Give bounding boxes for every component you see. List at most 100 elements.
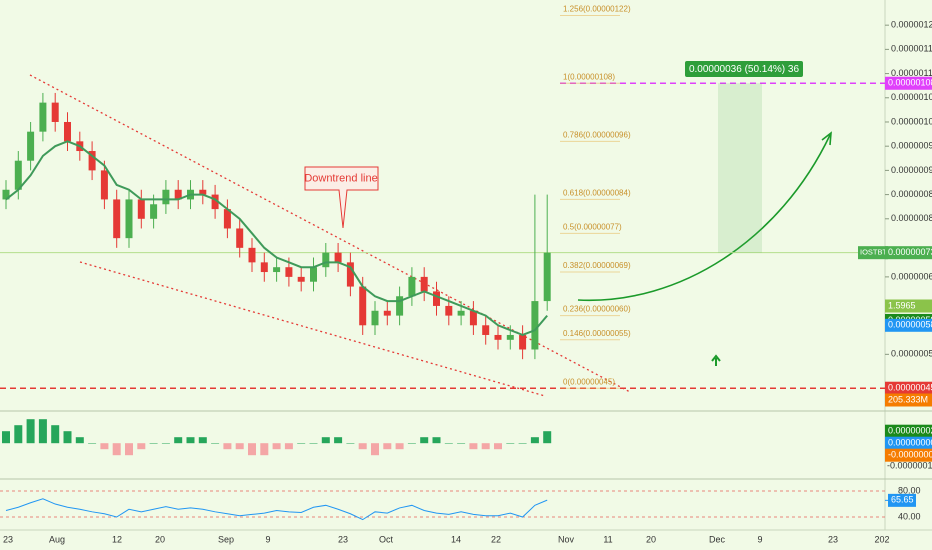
price-badge	[885, 424, 932, 438]
candle-body	[457, 310, 465, 316]
candle-body	[260, 262, 268, 273]
macd-bar	[223, 443, 232, 450]
fib-label: 1.256(0.00000122)	[563, 5, 631, 14]
time-label: Dec	[709, 534, 726, 544]
candle-body	[199, 189, 207, 195]
rsi-tick-label: 40.00	[898, 511, 921, 521]
price-badge	[885, 318, 932, 332]
macd-axis-label: -0.00000010	[887, 460, 932, 470]
price-badge-label: 65.65	[891, 495, 914, 505]
symbol-label: IOSTBTC	[860, 248, 893, 257]
macd-bar	[494, 443, 502, 450]
candle-body	[359, 286, 367, 326]
macd-bar	[75, 437, 84, 444]
fib-label: 0.236(0.00000060)	[563, 305, 631, 314]
candle-body	[469, 310, 477, 326]
candle-body	[51, 102, 59, 122]
price-tick-label: 0.00000105	[891, 92, 932, 102]
candle-body	[531, 301, 539, 350]
price-badge-label: 0.00000045	[888, 383, 932, 393]
time-label: 202	[874, 534, 889, 544]
time-label: 20	[646, 534, 656, 544]
macd-bar	[2, 431, 10, 444]
macd-bar	[174, 437, 183, 444]
macd-bar	[260, 443, 269, 456]
macd-bar	[26, 419, 35, 444]
macd-bar	[444, 443, 453, 444]
candle-body	[346, 262, 354, 287]
time-label: 23	[828, 534, 838, 544]
macd-bar	[309, 443, 318, 444]
candle-body	[543, 252, 551, 302]
price-tick-label: 0.00000115	[891, 44, 932, 54]
macd-bar	[63, 431, 72, 444]
price-tick-label: 0.00000085	[891, 189, 932, 199]
callout-text: Downtrend line	[304, 172, 377, 184]
projection-arrow	[577, 134, 831, 302]
macd-bar	[100, 443, 109, 450]
callout	[304, 166, 379, 229]
price-badge-label: 0.00000000	[888, 438, 932, 448]
macd-bar	[14, 425, 23, 444]
time-label: Nov	[558, 534, 575, 544]
trendline	[79, 261, 546, 397]
fib-label: 0.786(0.00000096)	[563, 130, 631, 139]
price-badge-label: 0.00000073	[888, 247, 932, 257]
macd-bar	[284, 443, 293, 450]
macd-bar	[469, 443, 478, 450]
macd-bar	[161, 443, 170, 444]
candle-body	[100, 170, 108, 200]
price-badge	[885, 246, 932, 260]
time-label: Sep	[218, 534, 234, 544]
fib-label: 0.5(0.00000077)	[563, 222, 622, 231]
price-badge-label: 1.5965	[888, 300, 916, 310]
fib-label: 0.382(0.00000069)	[563, 261, 631, 270]
candle-body	[2, 189, 10, 200]
measure-box	[718, 83, 762, 253]
candle-body	[408, 276, 416, 297]
arrow-head	[821, 131, 832, 146]
fib-label: 1(0.00000108)	[563, 72, 615, 81]
macd-bar	[457, 443, 466, 444]
rsi-line	[5, 498, 548, 521]
price-badge	[885, 299, 932, 313]
candle-body	[383, 310, 391, 316]
fib-label: 0(0.00000045)	[563, 377, 615, 386]
time-label: 14	[451, 534, 461, 544]
fib-label: 0.146(0.00000055)	[563, 329, 631, 338]
candle-body	[445, 305, 453, 316]
candle-body	[236, 228, 244, 248]
macd-bar	[481, 443, 490, 450]
candle-body	[88, 151, 96, 171]
macd-bar	[518, 443, 527, 444]
macd-bar	[543, 431, 552, 444]
time-label: 11	[603, 534, 612, 544]
time-label: 23	[3, 534, 13, 544]
price-badge	[888, 493, 916, 507]
macd-bar	[112, 443, 121, 456]
candle-body	[27, 131, 35, 161]
macd-bar	[235, 443, 244, 450]
macd-bar	[358, 443, 367, 450]
macd-bar	[395, 443, 404, 450]
time-label: 23	[338, 534, 348, 544]
macd-bar	[211, 443, 220, 444]
macd-bar	[383, 443, 392, 450]
candle-body	[125, 199, 133, 239]
candle-body	[322, 252, 330, 268]
macd-bar	[88, 443, 97, 444]
price-badge	[885, 393, 932, 407]
candle-body	[174, 189, 182, 200]
price-tick-label: 0.00000052	[891, 349, 932, 359]
price-badge	[885, 436, 932, 450]
candle-body	[273, 267, 281, 273]
time-label: 22	[491, 534, 501, 544]
time-label: Aug	[49, 534, 65, 544]
fib-label: 0.618(0.00000084)	[563, 189, 631, 198]
